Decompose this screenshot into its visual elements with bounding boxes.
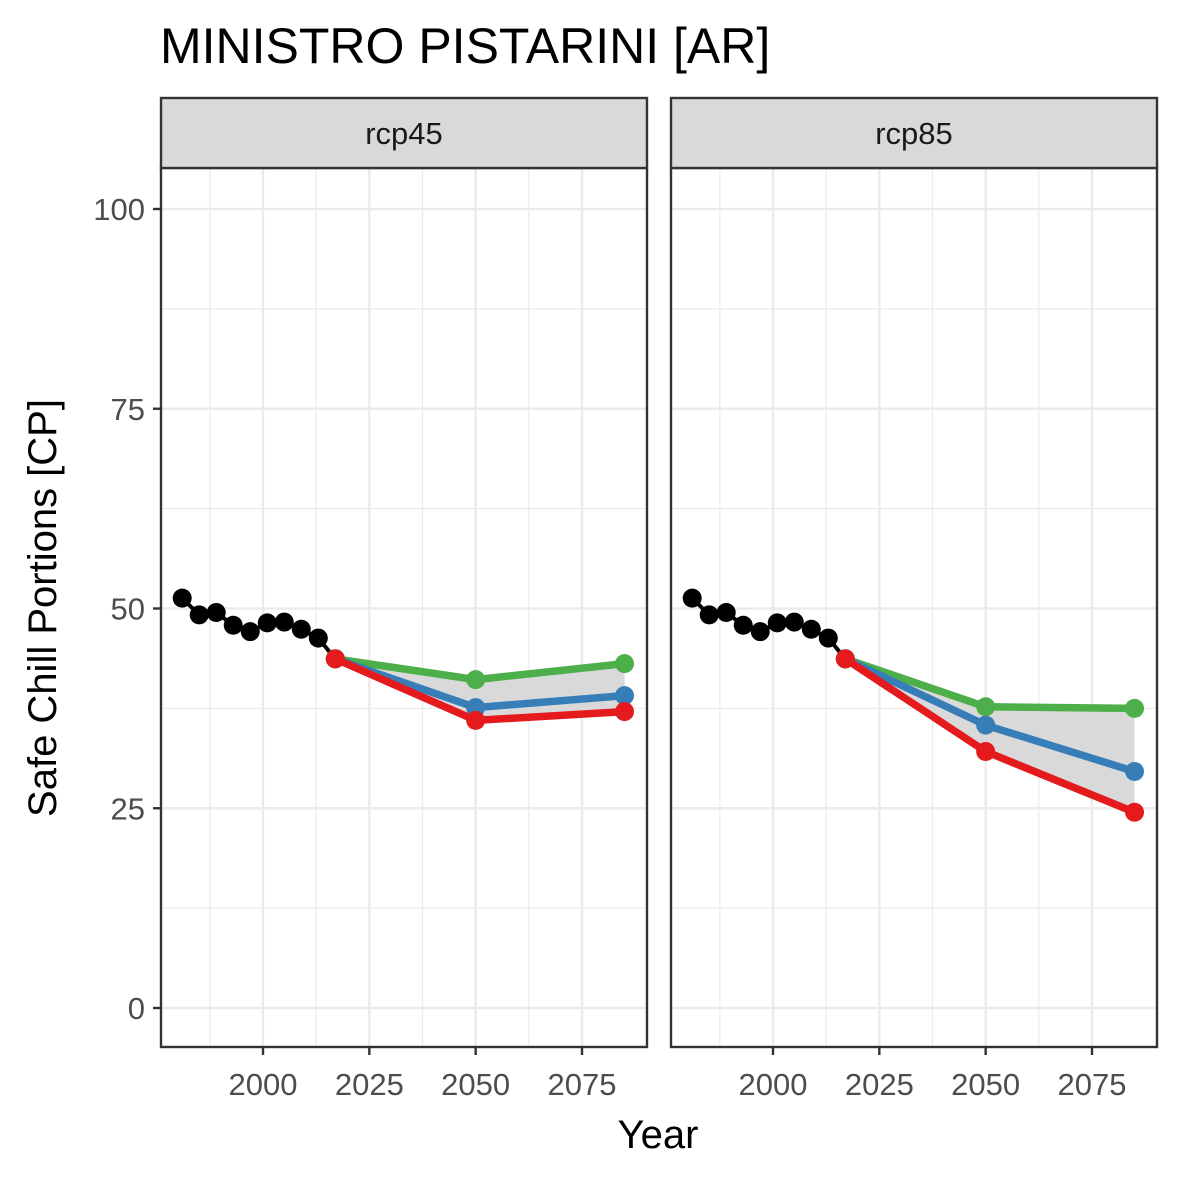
historic-point xyxy=(257,613,277,633)
historic-point xyxy=(682,588,702,608)
facet-strip-label: rcp45 xyxy=(365,116,443,151)
ribbon-range xyxy=(845,658,1135,813)
series-point-red xyxy=(615,702,635,722)
historic-point xyxy=(784,612,804,632)
y-tick-label: 50 xyxy=(111,592,145,627)
series-point-blue xyxy=(976,715,996,735)
y-axis: 0 25 50 75 100 xyxy=(93,192,161,1026)
historic-point xyxy=(206,602,226,622)
historic-point xyxy=(733,615,753,635)
y-tick-label: 25 xyxy=(111,791,145,826)
series-point-red xyxy=(835,649,855,669)
x-axis-title: Year xyxy=(618,1113,699,1157)
y-tick-label: 0 xyxy=(128,991,145,1026)
y-axis-title: Safe Chill Portions [CP] xyxy=(21,399,65,817)
y-tick-label: 100 xyxy=(93,192,145,227)
historic-point xyxy=(274,612,294,632)
series-point-blue xyxy=(1125,761,1145,781)
historic-point xyxy=(240,622,260,642)
series-point-red xyxy=(325,649,345,669)
facet-strip xyxy=(669,96,1159,170)
series-point-red xyxy=(976,742,996,762)
historic-point xyxy=(818,628,838,648)
series-point-red xyxy=(1125,802,1145,822)
panel-rcp85: rcp85 2000 2025 2050 2075 xyxy=(669,96,1159,1102)
x-tick-label: 2000 xyxy=(229,1067,298,1102)
x-tick-label: 2000 xyxy=(739,1067,808,1102)
facet-strip xyxy=(159,96,649,170)
x-tick-label: 2075 xyxy=(1058,1067,1127,1102)
series-point-green xyxy=(466,670,486,690)
x-tick-label: 2050 xyxy=(951,1067,1020,1102)
historic-point xyxy=(189,605,209,625)
facet-strip-label: rcp85 xyxy=(875,116,953,151)
x-tick-label: 2075 xyxy=(548,1067,617,1102)
historic-point xyxy=(716,602,736,622)
chart-title: MINISTRO PISTARINI [AR] xyxy=(160,18,770,74)
panels: rcp45 2000 2025 2050 2075 rcp85 2000 2025 2050 20… xyxy=(159,96,1159,1102)
historic-point xyxy=(308,628,328,648)
panel-rcp45: rcp45 2000 2025 2050 2075 xyxy=(159,96,649,1102)
y-tick-label: 75 xyxy=(111,392,145,427)
series-point-blue xyxy=(615,686,635,706)
historic-point xyxy=(750,622,770,642)
historic-point xyxy=(291,619,311,639)
x-tick-label: 2025 xyxy=(335,1067,404,1102)
series-point-green xyxy=(976,697,996,717)
historic-point xyxy=(699,605,719,625)
x-tick-label: 2050 xyxy=(441,1067,510,1102)
series-point-green xyxy=(1125,698,1145,718)
series-point-red xyxy=(466,710,486,730)
series-point-green xyxy=(615,654,635,674)
historic-point xyxy=(767,613,787,633)
historic-point xyxy=(172,588,192,608)
historic-point xyxy=(801,619,821,639)
historic-point xyxy=(223,615,243,635)
x-tick-label: 2025 xyxy=(845,1067,914,1102)
